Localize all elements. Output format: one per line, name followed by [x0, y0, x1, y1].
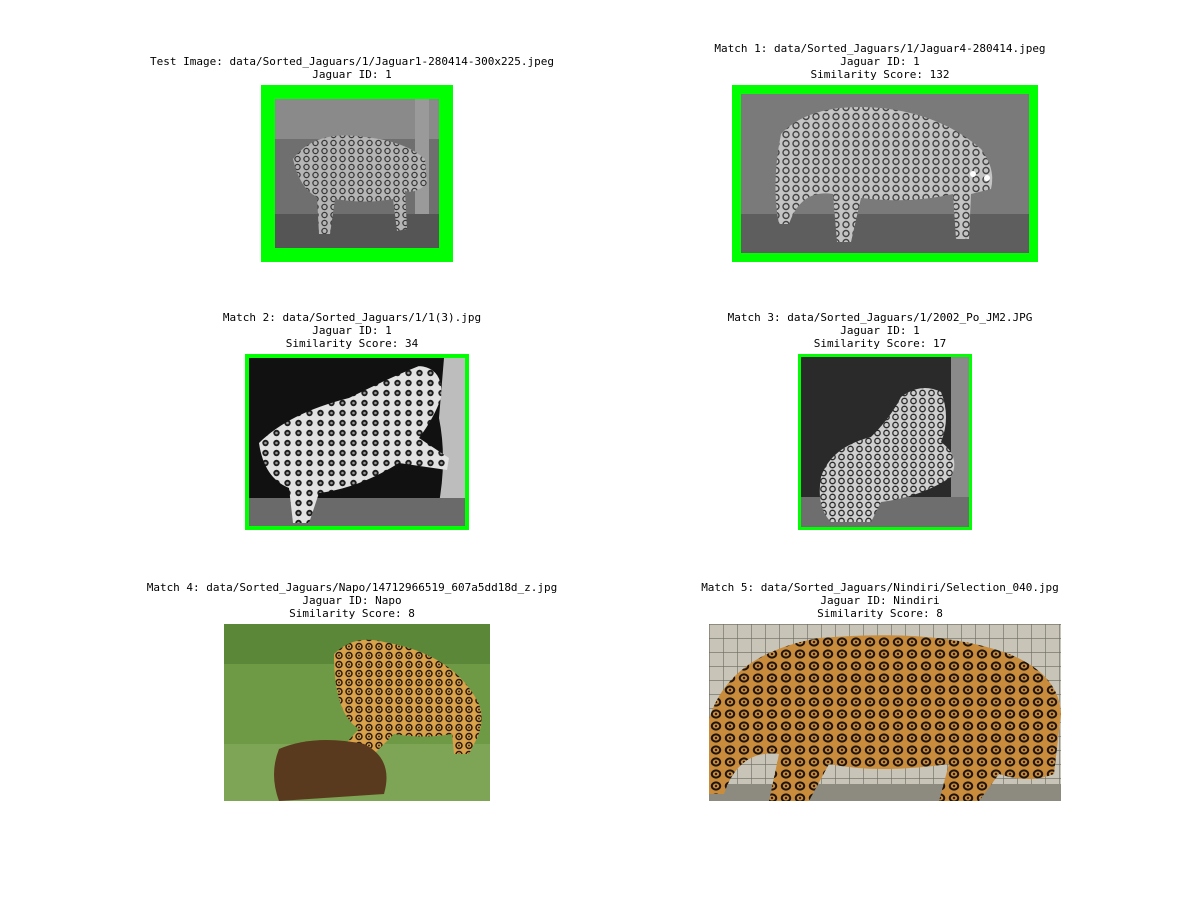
match-4-frame [224, 624, 490, 801]
caption-line-title: Match 4: data/Sorted_Jaguars/Napo/147129… [146, 581, 558, 594]
caption-line-id: Jaguar ID: 1 [312, 324, 392, 337]
caption-line-id: Jaguar ID: Nindiri [820, 594, 940, 607]
match-3-frame [798, 354, 972, 530]
caption-line-title: Match 2: data/Sorted_Jaguars/1/1(3).jpg [222, 311, 482, 324]
match-2-caption: Match 2: data/Sorted_Jaguars/1/1(3).jpg … [223, 311, 481, 350]
caption-line-score: Similarity Score: 8 [817, 607, 943, 620]
test-image-photo [275, 99, 439, 248]
caption-line-score: Similarity Score: 34 [285, 337, 419, 350]
test-image-caption: Test Image: data/Sorted_Jaguars/1/Jaguar… [150, 55, 554, 81]
caption-line-title: Match 1: data/Sorted_Jaguars/1/Jaguar4-2… [714, 42, 1046, 55]
caption-line-score: Similarity Score: 8 [289, 607, 415, 620]
match-3-caption: Match 3: data/Sorted_Jaguars/1/2002_Po_J… [728, 311, 1033, 350]
match-3-photo [801, 357, 969, 527]
match-4-photo [224, 624, 490, 801]
test-image-frame [261, 85, 453, 262]
caption-line-title: Match 5: data/Sorted_Jaguars/Nindiri/Sel… [701, 581, 1059, 594]
match-4-caption: Match 4: data/Sorted_Jaguars/Napo/147129… [147, 581, 558, 620]
caption-line-score: Similarity Score: 132 [810, 68, 950, 81]
match-1-caption: Match 1: data/Sorted_Jaguars/1/Jaguar4-2… [714, 42, 1045, 81]
caption-line-id: Jaguar ID: 1 [312, 68, 392, 81]
match-2-photo [249, 358, 465, 526]
caption-line-score: Similarity Score: 17 [813, 337, 947, 350]
caption-line-id: Jaguar ID: Napo [302, 594, 402, 607]
match-5-frame [709, 624, 1061, 801]
match-2-frame [245, 354, 469, 530]
caption-line-title: Test Image: data/Sorted_Jaguars/1/Jaguar… [150, 55, 554, 68]
match-5-caption: Match 5: data/Sorted_Jaguars/Nindiri/Sel… [701, 581, 1059, 620]
match-5-photo [709, 624, 1061, 801]
caption-line-id: Jaguar ID: 1 [840, 55, 920, 68]
match-1-photo [741, 94, 1029, 253]
caption-line-id: Jaguar ID: 1 [840, 324, 920, 337]
match-1-frame [732, 85, 1038, 262]
caption-line-title: Match 3: data/Sorted_Jaguars/1/2002_Po_J… [727, 311, 1033, 324]
